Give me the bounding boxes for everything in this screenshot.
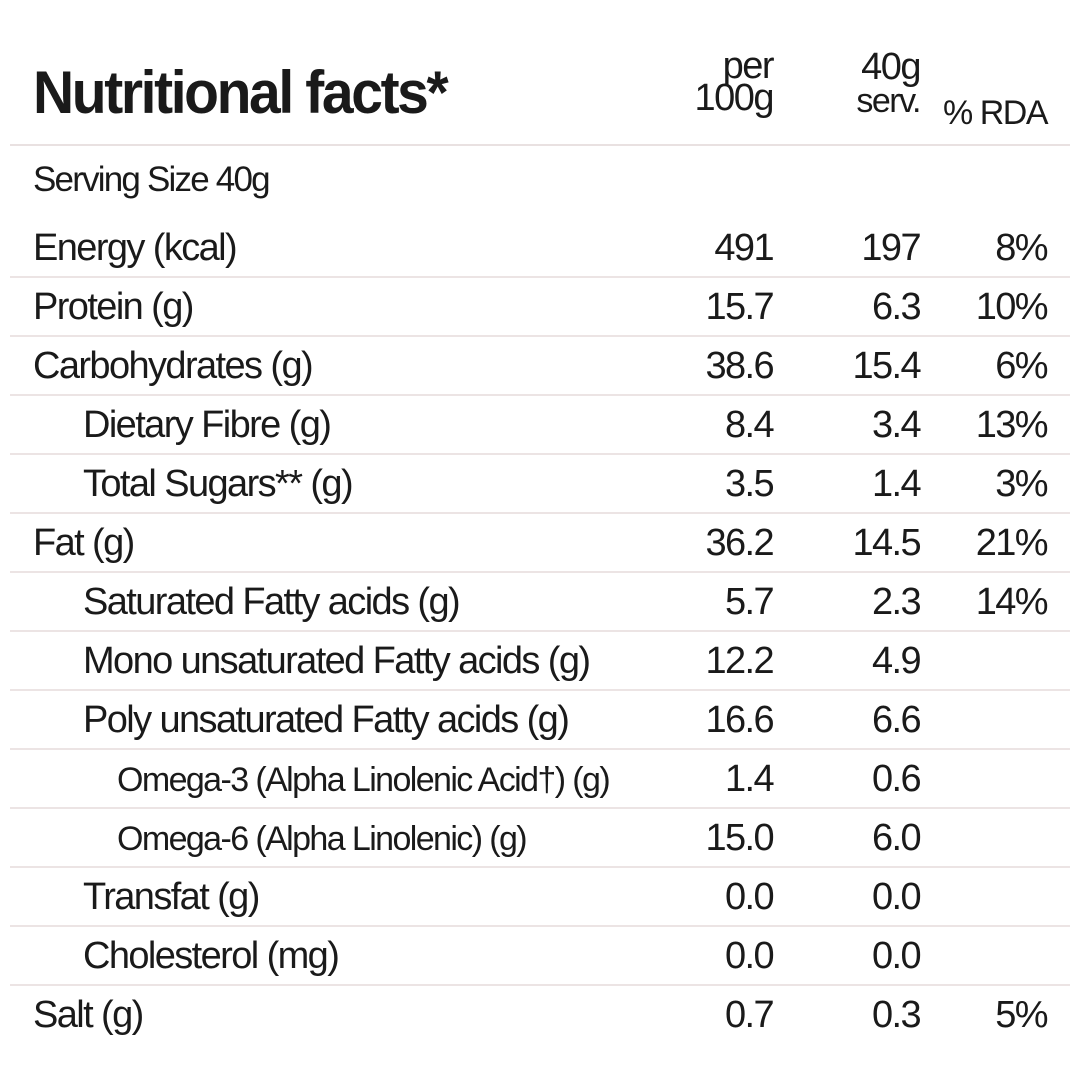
per-serving-value: 6.3 (871, 286, 922, 328)
per-serving-value: 197 (861, 227, 921, 269)
rda-value: 10% (975, 286, 1049, 328)
column-header-line: 40g (861, 46, 921, 88)
nutrient-label: Transfat (g) (83, 876, 260, 918)
table-row: Energy (kcal) 491 197 8% (10, 219, 1070, 278)
column-header-line: serv. (856, 82, 921, 120)
rda-value: 21% (975, 522, 1049, 564)
per-100g-value: 36.2 (705, 522, 774, 564)
nutrient-label: Mono unsaturated Fatty acids (g) (83, 640, 591, 682)
page-title: Nutritional facts* (33, 59, 449, 126)
per-100g-value: 12.2 (705, 640, 774, 682)
nutrient-label: Total Sugars** (g) (83, 463, 354, 505)
column-header-line: 100g (694, 77, 774, 119)
rda-value: 6% (995, 345, 1048, 387)
per-serving-value: 3.4 (871, 404, 922, 446)
per-serving-value: 6.0 (871, 817, 922, 859)
table-row: Protein (g) 15.7 6.3 10% (10, 278, 1070, 337)
per-100g-value: 3.5 (724, 463, 775, 505)
per-serving-value: 2.3 (871, 581, 922, 623)
table-row: Omega-3 (Alpha Linolenic Acid†) (g) 1.4 0.… (10, 750, 1070, 809)
per-100g-value: 0.7 (724, 994, 775, 1036)
column-header-per-100g: per 100g (694, 45, 775, 119)
nutrition-table: Energy (kcal) 491 197 8% Protein (g) 15.7 6.3 1… (0, 219, 1080, 1045)
per-100g-value: 1.4 (724, 758, 775, 800)
table-row: Omega-6 (Alpha Linolenic) (g) 15.0 6.0 (10, 809, 1070, 868)
nutrient-label: Salt (g) (33, 994, 144, 1036)
table-row: Cholesterol (mg) 0.0 0.0 (10, 927, 1070, 986)
nutrient-label: Saturated Fatty acids (g) (83, 581, 461, 623)
table-row: Salt (g) 0.7 0.3 5% (10, 986, 1070, 1045)
nutrient-label: Fat (g) (33, 522, 135, 564)
per-serving-value: 15.4 (852, 345, 921, 387)
per-serving-value: 6.6 (871, 699, 922, 741)
table-row: Dietary Fibre (g) 8.4 3.4 13% (10, 396, 1070, 455)
per-serving-value: 1.4 (871, 463, 922, 505)
per-100g-value: 15.0 (705, 817, 774, 859)
per-100g-value: 15.7 (705, 286, 774, 328)
rda-value: 3% (995, 463, 1048, 505)
nutrient-label: Energy (kcal) (33, 227, 238, 269)
per-serving-value: 0.3 (871, 994, 922, 1036)
nutrient-label: Poly unsaturated Fatty acids (g) (83, 699, 570, 741)
nutrient-label: Omega-3 (Alpha Linolenic Acid†) (g) (117, 761, 611, 799)
nutrient-label: Omega-6 (Alpha Linolenic) (g) (117, 820, 528, 858)
per-serving-value: 14.5 (852, 522, 921, 564)
serving-size: Serving Size 40g (33, 160, 271, 199)
header-divider (10, 144, 1070, 146)
table-row: Poly unsaturated Fatty acids (g) 16.6 6.6 (10, 691, 1070, 750)
table-row: Carbohydrates (g) 38.6 15.4 6% (10, 337, 1070, 396)
table-row: Fat (g) 36.2 14.5 21% (10, 514, 1070, 573)
nutrient-label: Dietary Fibre (g) (83, 404, 332, 446)
per-serving-value: 0.0 (871, 935, 922, 977)
per-100g-value: 0.0 (724, 935, 775, 977)
per-100g-value: 5.7 (724, 581, 775, 623)
rda-value: 13% (975, 404, 1049, 446)
per-serving-value: 0.0 (871, 876, 922, 918)
per-serving-value: 0.6 (871, 758, 922, 800)
per-100g-value: 8.4 (724, 404, 775, 446)
table-row: Mono unsaturated Fatty acids (g) 12.2 4.9 (10, 632, 1070, 691)
table-row: Saturated Fatty acids (g) 5.7 2.3 14% (10, 573, 1070, 632)
column-header-line: per (722, 45, 775, 87)
table-row: Transfat (g) 0.0 0.0 (10, 868, 1070, 927)
rda-value: 5% (995, 994, 1048, 1036)
column-header-serving: 40g serv. (856, 46, 921, 120)
nutrient-label: Protein (g) (33, 286, 194, 328)
per-serving-value: 4.9 (871, 640, 922, 682)
column-header-rda: % RDA (943, 94, 1048, 132)
nutrient-label: Cholesterol (mg) (83, 935, 340, 977)
per-100g-value: 0.0 (724, 876, 775, 918)
per-100g-value: 16.6 (705, 699, 774, 741)
table-row: Total Sugars** (g) 3.5 1.4 3% (10, 455, 1070, 514)
per-100g-value: 38.6 (705, 345, 774, 387)
rda-value: 8% (995, 227, 1048, 269)
per-100g-value: 491 (714, 227, 774, 269)
rda-value: 14% (975, 581, 1049, 623)
nutrient-label: Carbohydrates (g) (33, 345, 314, 387)
